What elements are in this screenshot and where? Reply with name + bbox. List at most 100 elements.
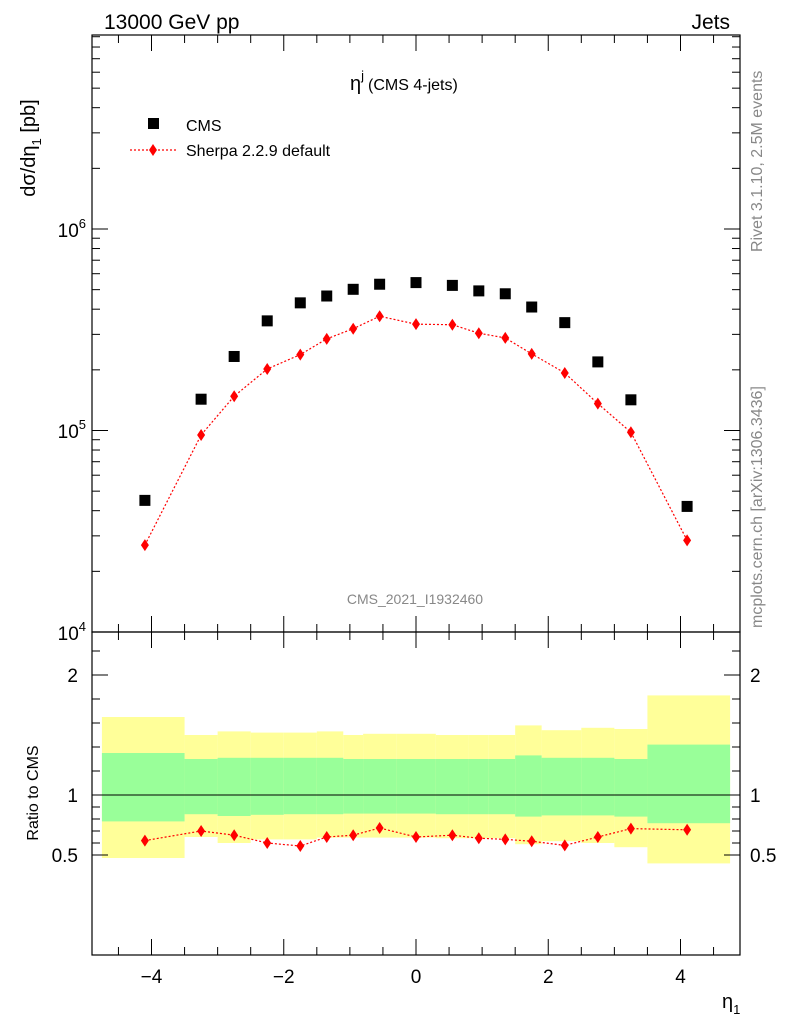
ratio-tick-label-right: 0.5 xyxy=(750,846,776,867)
ratio-point xyxy=(412,831,420,843)
cms-point xyxy=(374,278,386,290)
main-ytick-label: 106 xyxy=(58,216,86,242)
cms-point xyxy=(473,285,485,297)
ratio-point xyxy=(197,825,206,837)
sherpa-point xyxy=(140,539,149,552)
ratio-point xyxy=(474,832,483,845)
data-series xyxy=(139,277,693,852)
header-right: Jets xyxy=(691,11,730,34)
cms-point xyxy=(321,290,333,302)
ratio-point xyxy=(560,839,569,852)
cms-point xyxy=(294,297,306,309)
ratio-point xyxy=(683,823,692,836)
green-band xyxy=(541,757,582,816)
green-band xyxy=(343,759,364,814)
tick-labels: 104 105 106 −4 −2 0 2 4 0.5 0.5 1 1 2 2 xyxy=(52,216,777,988)
legend-marker-cms xyxy=(148,118,159,129)
cms-point xyxy=(139,494,151,506)
green-band xyxy=(184,759,218,815)
green-band xyxy=(101,753,185,822)
x-tick-label: −2 xyxy=(273,967,295,988)
sherpa-point xyxy=(197,428,206,441)
cms-point xyxy=(228,350,240,362)
sherpa-point xyxy=(412,318,420,331)
main-ytick-label: 105 xyxy=(58,417,86,443)
green-band xyxy=(468,759,489,815)
sherpa-line xyxy=(144,315,688,546)
ratio-tick-label-left: 2 xyxy=(67,666,78,687)
green-band xyxy=(515,755,542,817)
sherpa-point xyxy=(322,332,331,345)
legend: CMS Sherpa 2.2.9 default xyxy=(130,118,331,160)
sherpa-point xyxy=(448,318,457,331)
cms-point xyxy=(559,317,571,329)
green-band xyxy=(316,757,344,815)
x-tick-label: 4 xyxy=(675,967,686,988)
ratio-point xyxy=(140,834,149,847)
cms-point xyxy=(195,393,207,405)
analysis-watermark: CMS_2021_I1932460 xyxy=(347,591,483,607)
sherpa-point xyxy=(474,327,483,340)
mcplots-label: mcplots.cern.ch [arXiv:1306.3436] xyxy=(749,386,766,628)
legend-label-cms: CMS xyxy=(186,118,222,135)
cms-point xyxy=(592,356,604,368)
ratio-point xyxy=(349,829,358,842)
sherpa-point xyxy=(501,331,510,344)
green-band xyxy=(283,757,317,815)
sherpa-point xyxy=(375,310,384,323)
ratio-ylabel: Ratio to CMS xyxy=(25,745,42,840)
cms-point xyxy=(347,283,359,295)
ratio-point xyxy=(375,822,384,834)
plot-title: ηj(CMS 4-jets) xyxy=(350,68,458,95)
x-tick-label: 0 xyxy=(411,967,422,988)
legend-label-sherpa: Sherpa 2.2.9 default xyxy=(186,143,331,160)
rivet-label: Rivet 3.1.10, 2.5M events xyxy=(749,71,766,252)
ratio-point xyxy=(448,829,457,842)
green-band xyxy=(435,759,469,815)
sherpa-point xyxy=(349,322,358,335)
cms-point xyxy=(499,288,511,300)
green-band xyxy=(250,757,284,815)
ratio-point xyxy=(230,829,239,842)
sherpa-point xyxy=(626,426,635,439)
header-left: 13000 GeV pp xyxy=(104,11,239,34)
green-band xyxy=(647,744,731,824)
sherpa-point xyxy=(263,362,272,375)
xlabel: η1 xyxy=(722,991,740,1017)
ratio-tick-label-left: 0.5 xyxy=(52,846,78,867)
axis-ticks xyxy=(92,35,740,955)
cms-point xyxy=(261,315,273,327)
sherpa-point xyxy=(527,347,536,360)
cms-point xyxy=(446,279,458,291)
sherpa-point xyxy=(560,366,569,379)
ratio-tick-label-left: 1 xyxy=(67,786,78,807)
x-tick-label: 2 xyxy=(543,967,554,988)
cms-point xyxy=(410,277,422,289)
sherpa-point xyxy=(296,348,305,361)
cms-point xyxy=(625,394,637,406)
ratio-point xyxy=(527,835,536,848)
ratio-point xyxy=(296,840,305,852)
sherpa-point xyxy=(593,397,602,410)
green-band xyxy=(396,759,436,814)
ratio-point xyxy=(501,833,510,846)
green-band xyxy=(614,759,648,817)
green-band xyxy=(488,759,516,815)
ratio-point xyxy=(626,822,635,835)
green-band xyxy=(581,757,615,816)
main-ytick-label: 104 xyxy=(58,619,86,645)
green-band xyxy=(363,759,397,814)
legend-marker-sherpa xyxy=(149,144,157,156)
green-band xyxy=(217,757,251,816)
main-ylabel: dσ/dη1 [pb] xyxy=(18,99,44,196)
sherpa-point xyxy=(683,534,692,547)
ratio-tick-label-right: 2 xyxy=(750,666,761,687)
ratio-point xyxy=(263,837,272,849)
ratio-tick-label-right: 1 xyxy=(750,786,761,807)
ratio-point xyxy=(322,831,331,843)
ratio-point xyxy=(593,831,602,843)
x-tick-label: −4 xyxy=(141,967,163,988)
ratio-bands xyxy=(101,695,731,864)
cms-point xyxy=(526,301,538,313)
